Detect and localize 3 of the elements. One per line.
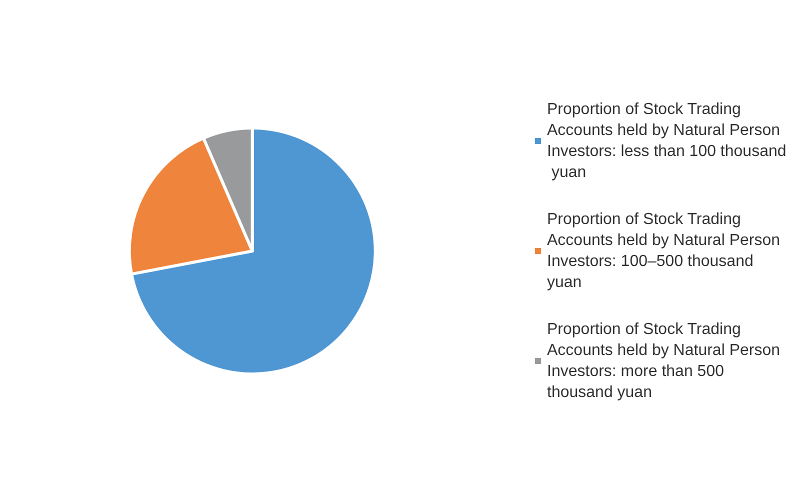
legend-label: Proportion of Stock Trading Accounts held by Natural Person Investors: less than 100 thousand yuan: [547, 101, 786, 181]
legend-label: Proportion of Stock Trading Accounts held by Natural Person Investors: more than 500 thousand yuan: [547, 321, 784, 401]
legend-label: Proportion of Stock Trading Accounts held by Natural Person Investors: 100–500 thousand yuan: [547, 211, 784, 291]
